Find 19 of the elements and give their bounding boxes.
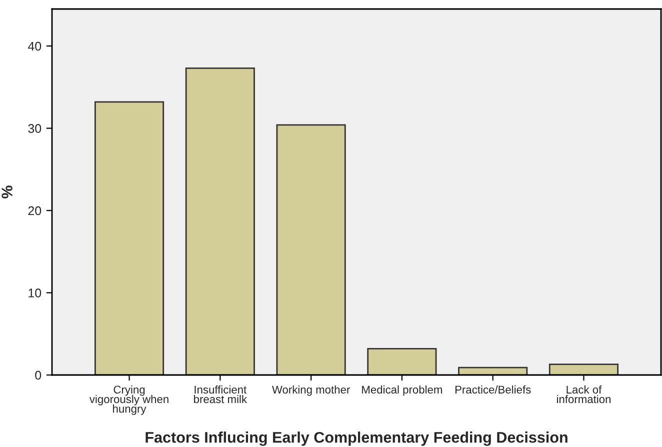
bar	[548, 364, 619, 375]
y-axis-title: %	[2, 186, 12, 198]
bar	[94, 101, 164, 375]
x-tick-label: Lack of information	[557, 385, 610, 404]
x-tick-label: Practice/Beliefs	[455, 385, 531, 394]
bar	[185, 68, 255, 375]
y-tick-label: 40	[28, 42, 42, 51]
bar	[367, 348, 437, 375]
bar	[276, 124, 346, 375]
x-axis-title: Factors Influcing Early Complementary Feeding Decission	[146, 432, 568, 446]
x-tick-label: Insufficient breast milk	[194, 385, 248, 404]
y-tick-label: 0	[35, 370, 42, 380]
bar	[458, 366, 528, 375]
x-tick-label: Crying vigorously when hungry	[89, 385, 168, 415]
y-tick-label: 20	[28, 206, 42, 216]
y-tick-label: 10	[28, 288, 42, 298]
y-tick-label: 30	[28, 124, 42, 133]
x-tick-label: Medical problem	[362, 385, 442, 396]
x-tick-label: Working mother	[272, 385, 350, 396]
